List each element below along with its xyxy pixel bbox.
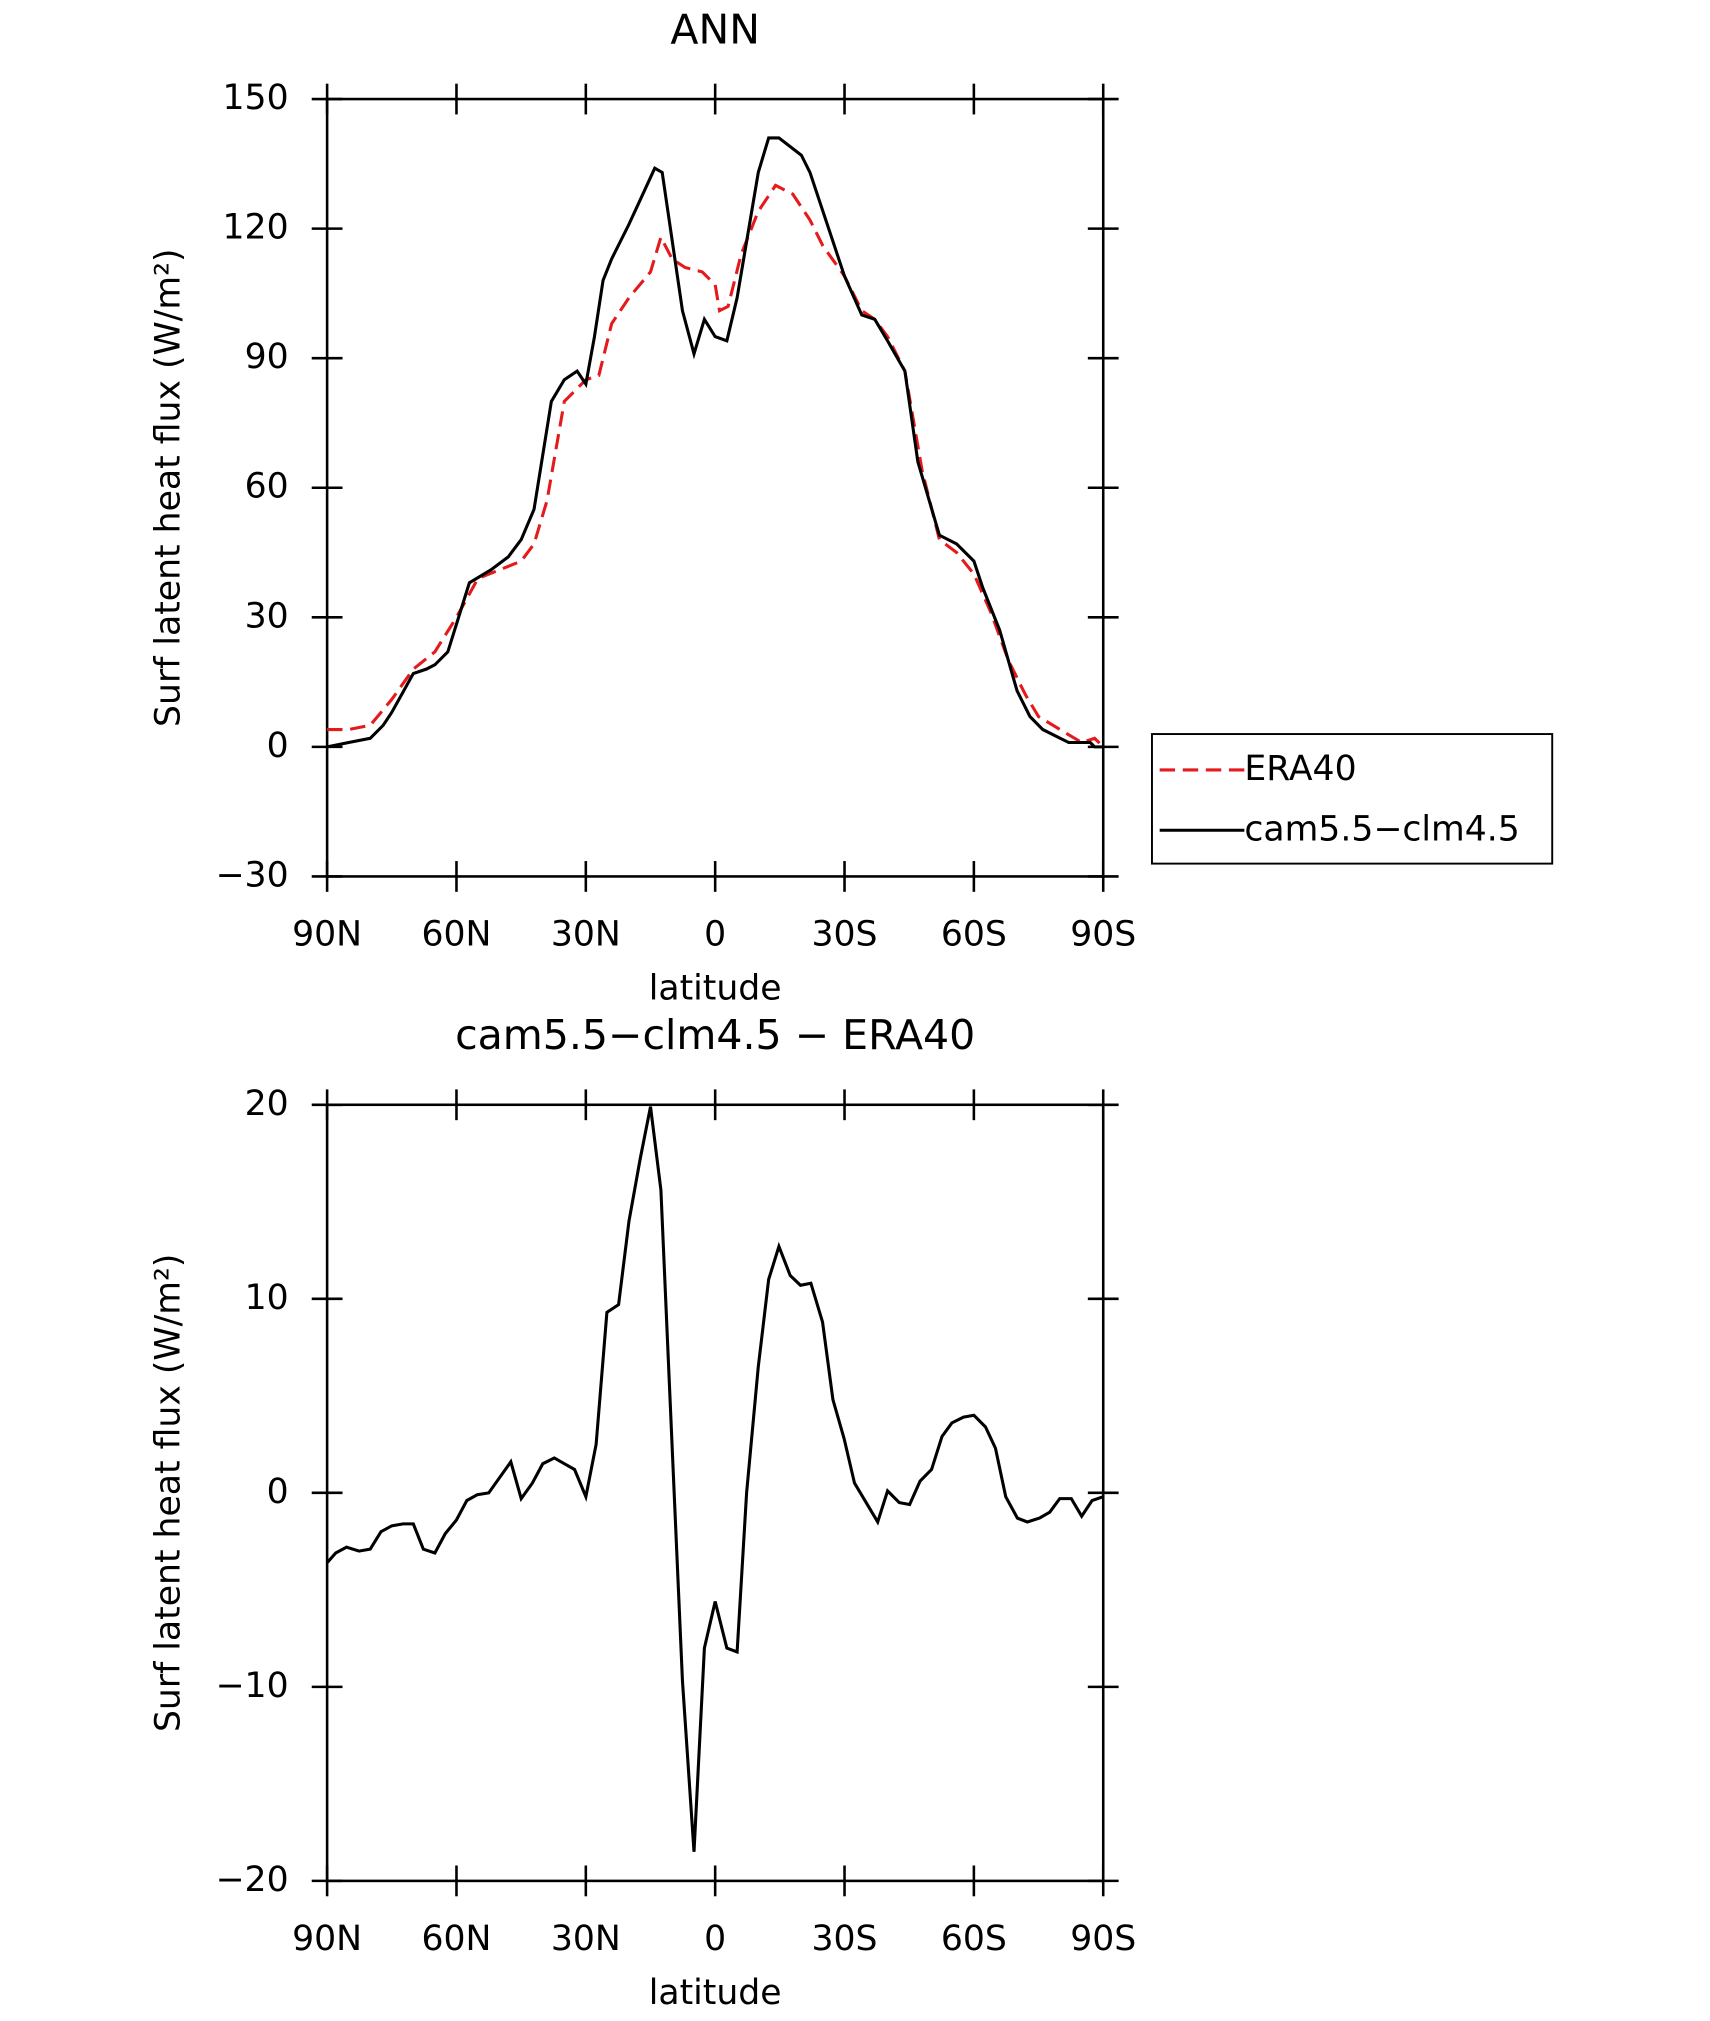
y-tick-label: −20 (216, 1860, 289, 1900)
x-tick-label: 60N (421, 914, 491, 954)
data-line (327, 183, 1105, 748)
plot-frame (325, 97, 1105, 878)
legend-label: cam5.5−clm4.5 (1244, 809, 1520, 849)
x-tick-label: 30S (812, 914, 878, 954)
x-tick-label: 90S (1070, 1919, 1136, 1959)
y-tick-label: 90 (245, 337, 289, 377)
y-tick-label: 0 (267, 1472, 289, 1512)
x-tick-label: 90N (292, 1919, 362, 1959)
x-axis-label: latitude (649, 1973, 782, 2013)
y-tick-label: 20 (245, 1084, 289, 1124)
y-tick-label: −30 (216, 855, 289, 895)
x-tick-label: 60S (941, 914, 1007, 954)
plot-frame (325, 1103, 1105, 1883)
y-tick-label: 150 (223, 78, 289, 118)
y-tick-label: 60 (245, 467, 289, 507)
x-tick-label: 60S (941, 1919, 1007, 1959)
x-tick-label: 30N (551, 1919, 621, 1959)
x-tick-label: 60N (421, 1919, 491, 1959)
legend-box (1151, 733, 1554, 865)
x-tick-label: 0 (704, 914, 726, 954)
y-tick-label: 120 (223, 208, 289, 248)
y-tick-label: 30 (245, 596, 289, 636)
y-tick-label: 10 (245, 1278, 289, 1318)
x-tick-label: 30S (812, 1919, 878, 1959)
data-line (325, 1106, 1104, 1852)
y-tick-label: 0 (267, 726, 289, 766)
legend-label: ERA40 (1244, 749, 1356, 789)
data-line (326, 136, 1104, 749)
x-tick-label: 30N (551, 914, 621, 954)
y-axis-label: Surf latent heat flux (W/m²) (148, 1254, 188, 1732)
x-axis-label: latitude (649, 968, 782, 1008)
chart-title: ANN (670, 5, 760, 53)
y-tick-label: −10 (216, 1666, 289, 1706)
chart-title: cam5.5−clm4.5 − ERA40 (455, 1011, 975, 1059)
x-tick-label: 0 (704, 1919, 726, 1959)
x-tick-label: 90S (1070, 914, 1136, 954)
y-axis-label: Surf latent heat flux (W/m²) (148, 249, 188, 727)
x-tick-label: 90N (292, 914, 362, 954)
